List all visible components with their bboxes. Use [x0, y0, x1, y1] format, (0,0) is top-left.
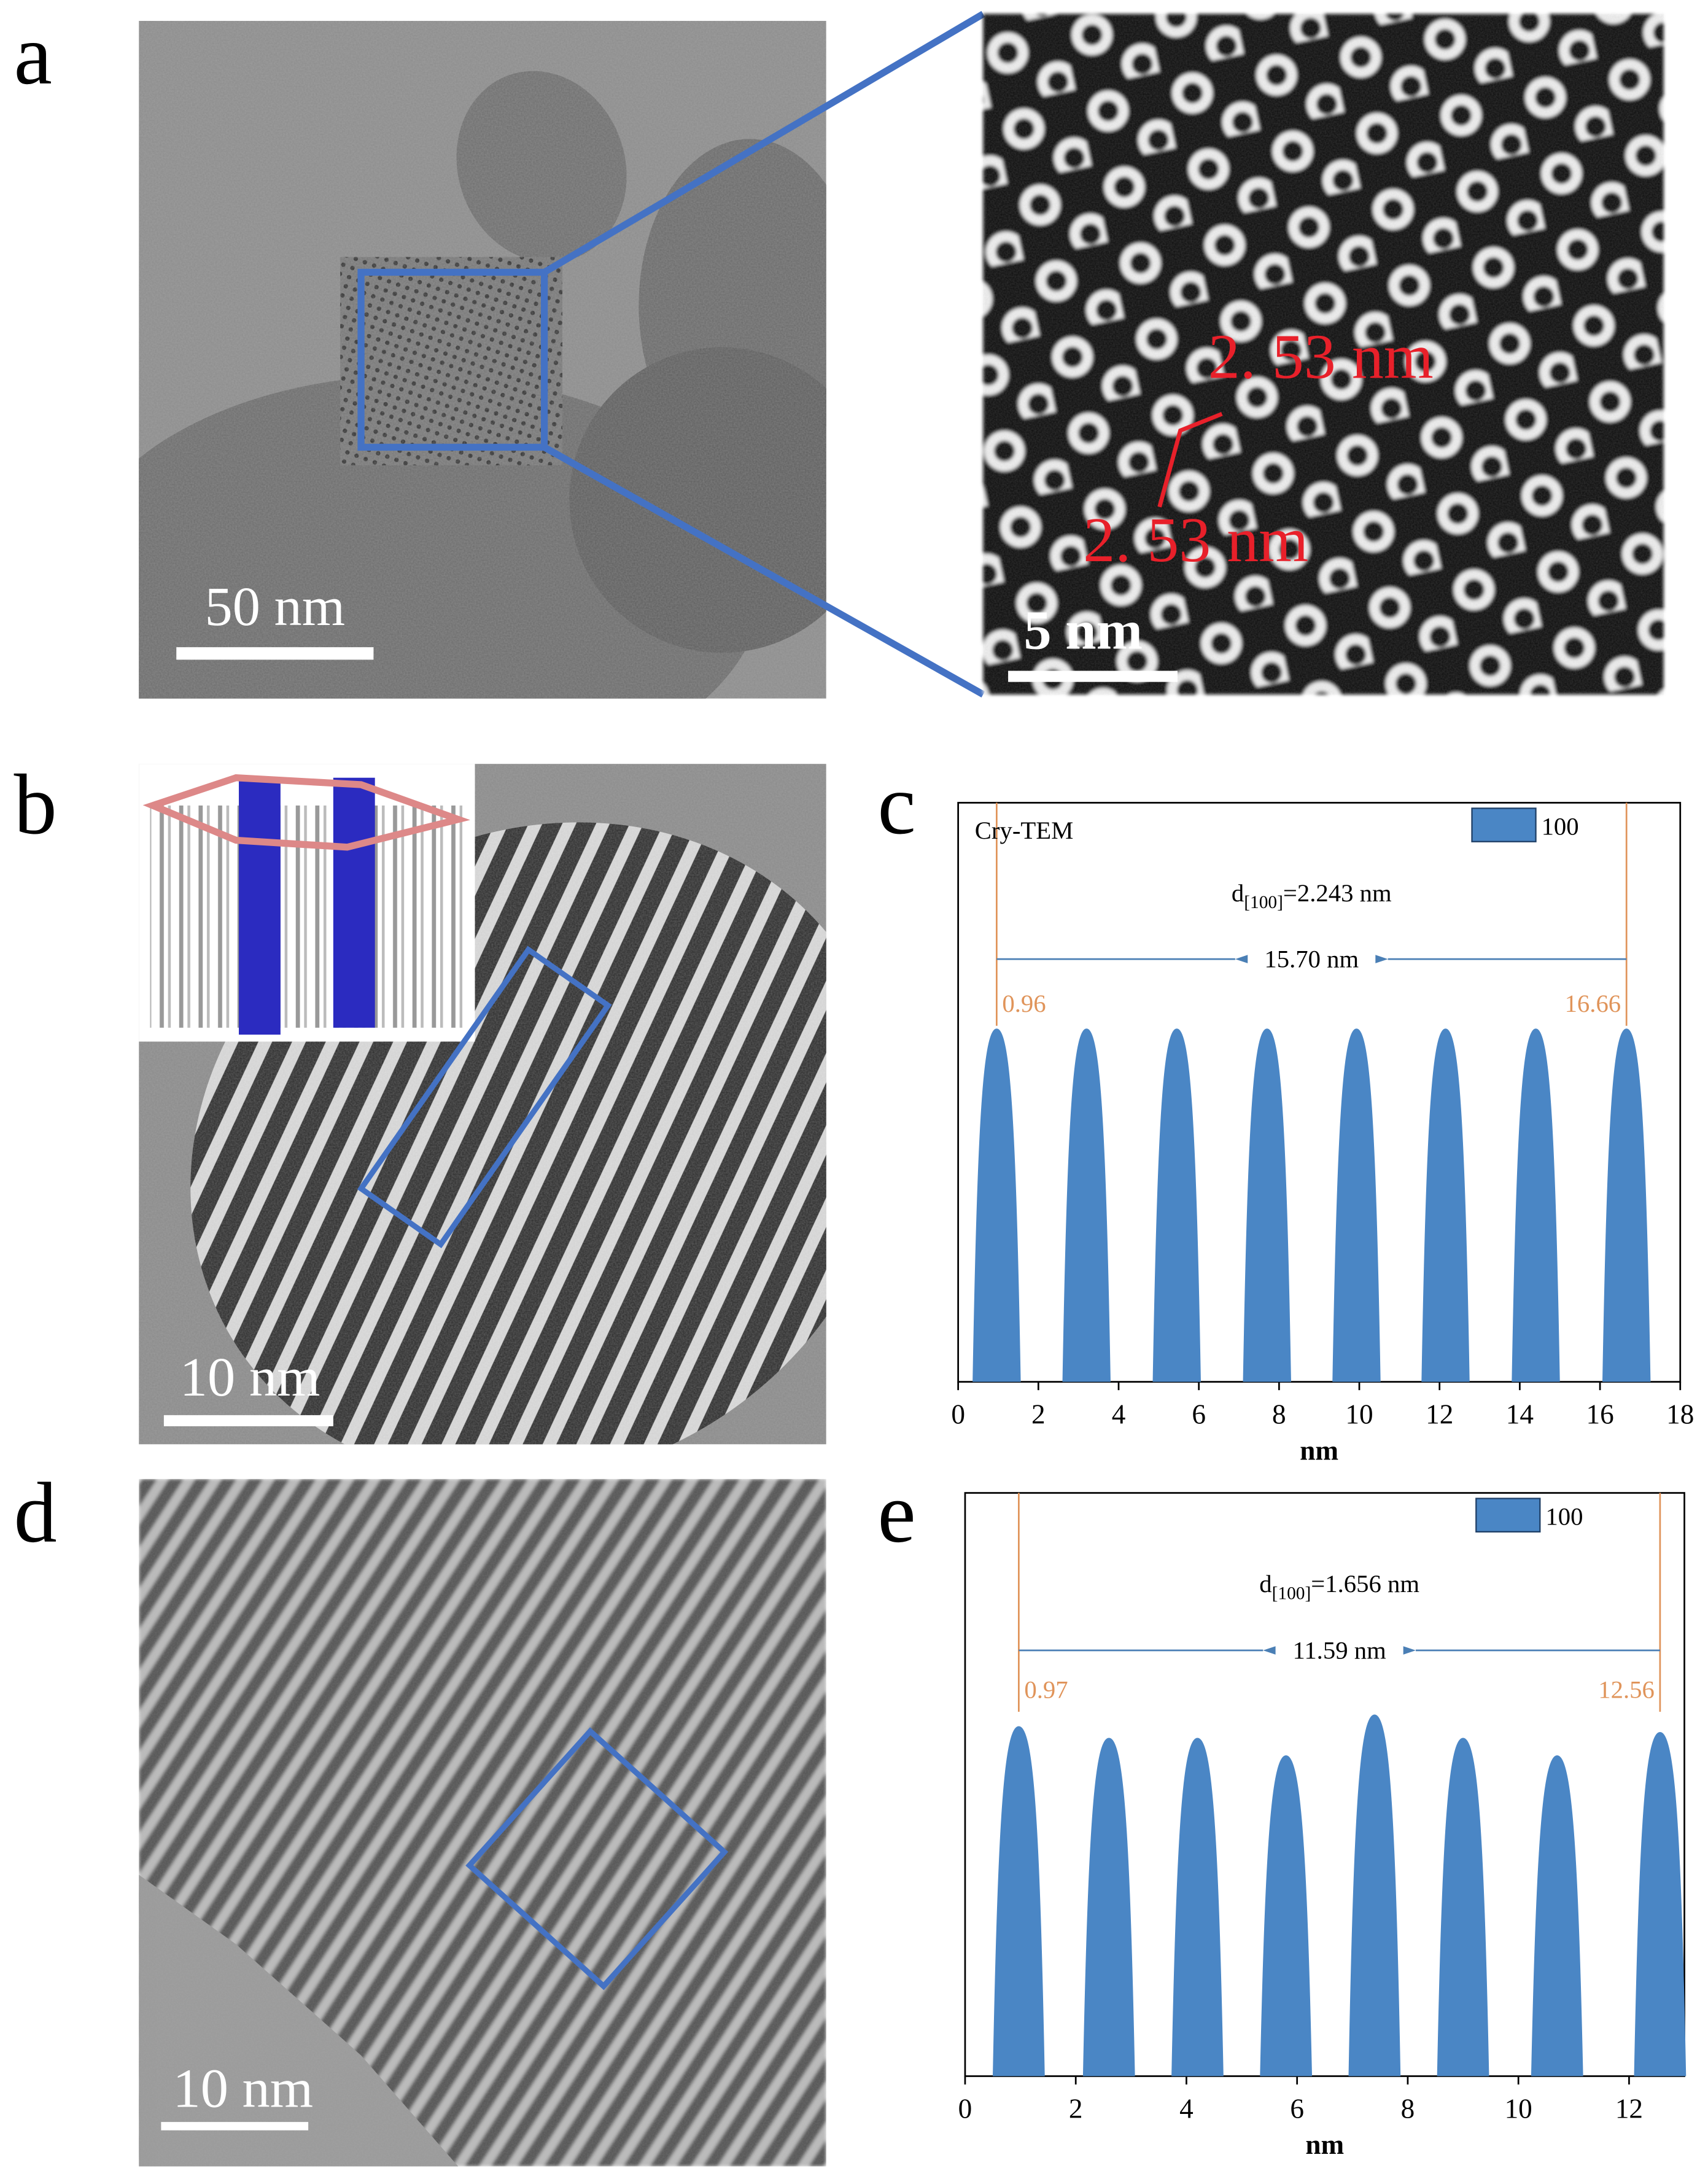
x-tick-label: 8 [1401, 2093, 1415, 2124]
scale-bar [176, 647, 374, 660]
profile-box [357, 946, 612, 1249]
spacing-label: 2. 53 nm [1208, 320, 1434, 392]
tem-image-d [139, 1478, 826, 2167]
spacing-index: [100] [1244, 893, 1283, 912]
panel-label: d [14, 1466, 57, 1561]
spacing-index: [100] [1272, 1583, 1311, 1603]
x-tick-label: 6 [1290, 2093, 1304, 2124]
x-tick-label: 8 [1272, 1399, 1286, 1429]
x-tick-label: 6 [1192, 1399, 1206, 1429]
spacing-symbol: d [1259, 1570, 1271, 1598]
scale-bar-label: 5 nm [1023, 599, 1143, 661]
x-tick-label: 14 [1506, 1399, 1534, 1429]
peak [1531, 1755, 1583, 2076]
x-tick-label: 0 [951, 1399, 965, 1429]
peak [1634, 1732, 1687, 2076]
peak [1062, 1028, 1111, 1382]
panel-label: b [14, 757, 57, 852]
x-tick-label: 12 [1426, 1399, 1453, 1429]
spacing-marker [1157, 411, 1223, 508]
legend-swatch [1471, 807, 1537, 842]
structure-inset [139, 764, 475, 1042]
zoom-line [542, 444, 985, 697]
peak [1171, 1738, 1224, 2076]
tem-image-a-zoom [983, 14, 1664, 695]
x-tick-label: 12 [1615, 2093, 1643, 2124]
peak [993, 1726, 1045, 2076]
plot-frame [957, 802, 1682, 1383]
legend-label: 100 [1542, 812, 1579, 840]
peak [1421, 1028, 1470, 1382]
peak [1332, 1028, 1381, 1382]
profile-box [465, 1727, 729, 1991]
peak [1152, 1028, 1201, 1382]
panel-label: e [877, 1466, 915, 1561]
spacing-value: =2.243 nm [1283, 879, 1392, 907]
spacing-label: d[100]=2.243 nm [1232, 879, 1392, 912]
peak [1602, 1028, 1651, 1382]
legend-swatch [1475, 1497, 1541, 1533]
scale-bar [163, 1415, 333, 1426]
x-tick-label: 18 [1666, 1399, 1694, 1429]
x-tick-label: 10 [1505, 2093, 1532, 2124]
zoom-box [357, 268, 548, 451]
peak [1437, 1738, 1489, 2076]
span-arrowhead [1263, 1646, 1276, 1655]
x-tick-label: 2 [1031, 1399, 1046, 1429]
x-tick-label: 16 [1586, 1399, 1613, 1429]
x-axis-label: nm [1300, 1435, 1338, 1466]
span-arrowhead [1375, 955, 1388, 963]
legend-label: 100 [1545, 1503, 1583, 1531]
x-axis-label: nm [1305, 2129, 1344, 2160]
peak [1243, 1028, 1291, 1382]
peak [1348, 1714, 1401, 2076]
scale-bar-label: 10 nm [180, 1346, 320, 1408]
peak [972, 1028, 1021, 1382]
chart-title: Cry-TEM [975, 817, 1074, 844]
span-label: 11.59 nm [1292, 1637, 1386, 1664]
peak [1260, 1755, 1313, 2076]
x-tick-label: 0 [958, 2093, 972, 2124]
span-arrowhead [1403, 1646, 1416, 1655]
peak [1512, 1028, 1560, 1382]
scale-bar [1008, 670, 1178, 682]
marker-label: 0.97 [1024, 1676, 1068, 1703]
panel-label: a [14, 7, 52, 103]
spacing-label: 2. 53 nm [1083, 504, 1308, 575]
x-tick-label: 4 [1112, 1399, 1126, 1429]
spacing-label: d[100]=1.656 nm [1259, 1570, 1419, 1603]
marker-label: 12.56 [1598, 1676, 1655, 1703]
plot-frame [964, 1492, 1685, 2077]
panel-label: c [877, 757, 915, 852]
zoom-line [542, 10, 985, 276]
span-label: 15.70 nm [1264, 946, 1359, 973]
spacing-value: =1.656 nm [1311, 1570, 1419, 1598]
marker-label: 16.66 [1565, 990, 1621, 1017]
scale-bar-label: 10 nm [173, 2057, 313, 2119]
tem-image-a [139, 21, 826, 699]
marker-label: 0.96 [1002, 990, 1046, 1017]
span-arrowhead [1235, 955, 1248, 963]
x-tick-label: 10 [1345, 1399, 1373, 1429]
x-tick-label: 2 [1069, 2093, 1083, 2124]
scale-bar-label: 50 nm [204, 575, 345, 637]
scale-bar [161, 2122, 309, 2130]
spacing-symbol: d [1232, 879, 1244, 907]
peak [1082, 1738, 1135, 2076]
x-tick-label: 4 [1179, 2093, 1194, 2124]
